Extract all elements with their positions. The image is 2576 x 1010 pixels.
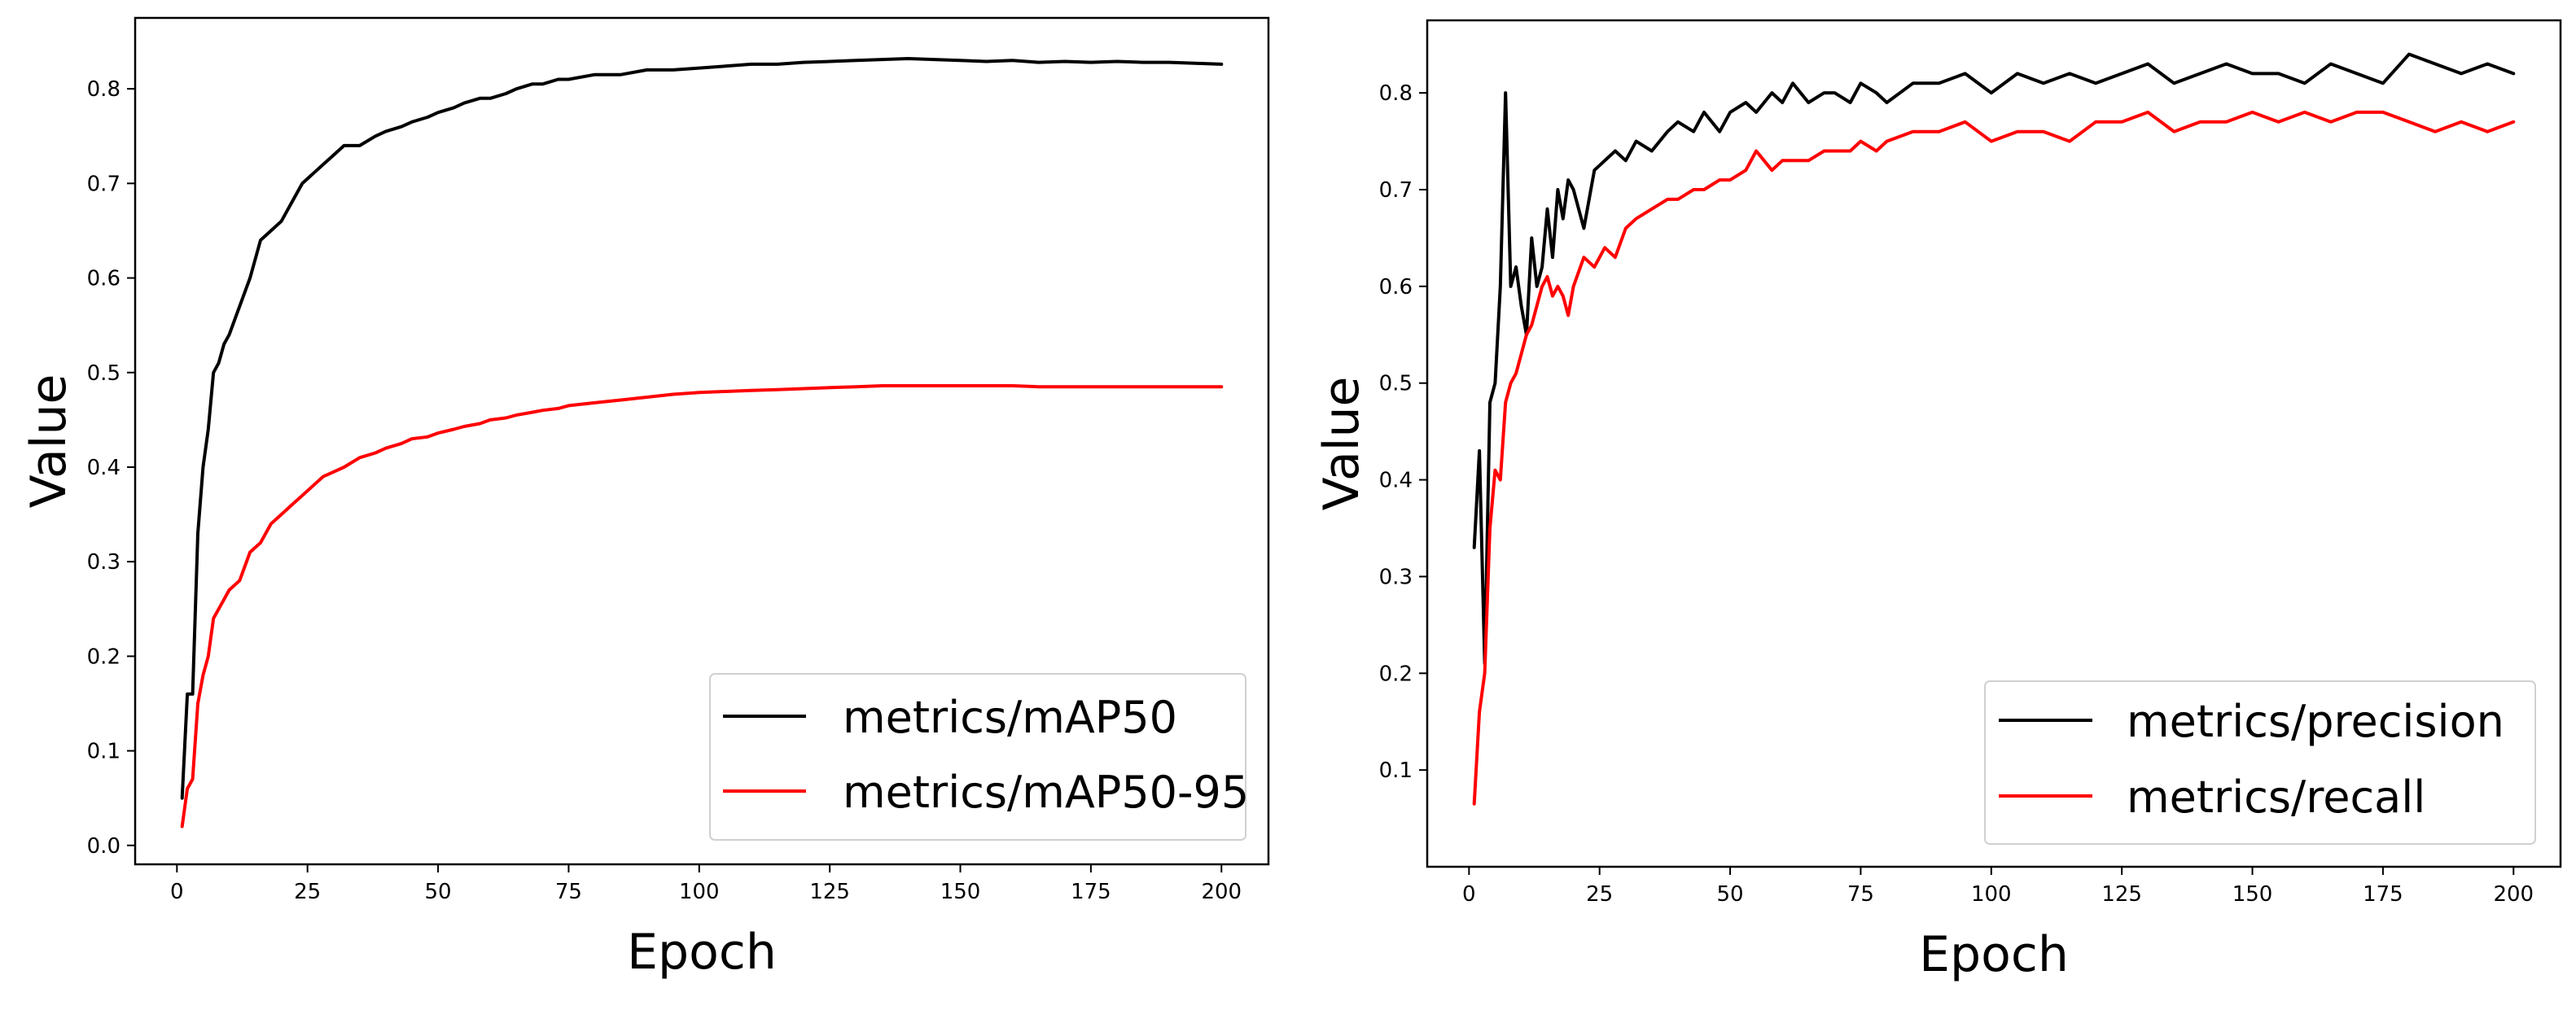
legend: metrics/precision metrics/recall	[1984, 680, 2536, 845]
x-tick-label: 150	[940, 880, 981, 904]
x-tick-label: 0	[170, 880, 184, 904]
legend-label-precision: metrics/precision	[2127, 696, 2504, 747]
y-tick-label: 0.4	[87, 456, 120, 480]
legend-label-map50: metrics/mAP50	[843, 692, 1177, 743]
x-tick-label: 75	[555, 880, 582, 904]
series-lines	[1472, 52, 2516, 806]
x-tick-label: 200	[1201, 880, 1242, 904]
x-tick-label: 25	[1586, 882, 1613, 907]
y-axis: 0.1 0.2 0.3 0.4 0.5 0.6 0.7 0.8	[1379, 81, 1427, 783]
series-line-metrics-map50-95	[180, 384, 1224, 829]
y-tick-label: 0.8	[87, 77, 120, 102]
y-tick-label: 0.8	[1379, 81, 1413, 106]
legend-box	[1984, 680, 2536, 845]
series-line-metrics-map50	[180, 57, 1224, 800]
x-tick-label: 100	[679, 880, 720, 904]
x-axis: 0 25 50 75 100 125 150 175 200	[1462, 867, 2534, 907]
x-tick-label: 25	[294, 880, 321, 904]
legend-label-map50-95: metrics/mAP50-95	[843, 767, 1249, 818]
y-tick-label: 0.6	[87, 267, 120, 291]
y-tick-label: 0.1	[87, 740, 120, 764]
x-tick-label: 175	[2363, 882, 2403, 907]
x-tick-label: 75	[1847, 882, 1874, 907]
y-tick-label: 0.7	[87, 172, 120, 196]
y-tick-label: 0.5	[1379, 372, 1413, 396]
x-tick-label: 200	[2493, 882, 2534, 907]
chart-map50: 0 25 50 75 100 125 150 175 200 0.00.10.20.30.40.…	[20, 16, 1270, 981]
x-tick-label: 175	[1071, 880, 1111, 904]
x-tick-label: 100	[1971, 882, 2012, 907]
x-tick-label: 0	[1462, 882, 1476, 907]
x-axis-label: Epoch	[627, 924, 777, 981]
x-tick-label: 125	[809, 880, 850, 904]
legend-label-recall: metrics/recall	[2127, 772, 2425, 823]
legend-box	[709, 673, 1246, 841]
x-axis-label: Epoch	[1919, 926, 2069, 983]
x-axis: 0 25 50 75 100 125 150 175 200	[170, 864, 1242, 904]
y-tick-label: 0.0	[87, 834, 120, 859]
plot-frame	[1426, 19, 2562, 868]
x-tick-label: 50	[1717, 882, 1744, 907]
y-axis: 0.0 0.1 0.2 0.3 0.4 0.5 0.6 0.7 0.8	[87, 77, 135, 859]
y-tick-label: 0.7	[1379, 178, 1413, 203]
series-line-metrics-recall	[1472, 110, 2516, 806]
y-tick-label: 0.2	[1379, 662, 1413, 686]
x-tick-label: 50	[425, 880, 452, 904]
x-tick-label: 150	[2232, 882, 2273, 907]
plot-frame	[134, 16, 1270, 866]
y-tick-label: 0.3	[1379, 565, 1413, 589]
y-tick-label: 0.5	[87, 361, 120, 386]
chart-precision-recall: 0 25 50 75 100 125 150 175 200 0.10.20.30.40.50.…	[1313, 19, 2562, 983]
legend: metrics/mAP50 metrics/mAP50-95	[709, 673, 1249, 841]
y-tick-label: 0.1	[1379, 759, 1413, 783]
x-tick-label: 125	[2101, 882, 2142, 907]
series-line-metrics-precision	[1472, 52, 2516, 666]
y-tick-label: 0.4	[1379, 469, 1413, 493]
y-axis-label: Value	[1313, 377, 1370, 511]
y-tick-label: 0.6	[1379, 275, 1413, 300]
y-tick-label: 0.2	[87, 645, 120, 669]
y-axis-label: Value	[20, 374, 77, 509]
y-tick-label: 0.3	[87, 550, 120, 575]
series-lines	[180, 57, 1224, 829]
